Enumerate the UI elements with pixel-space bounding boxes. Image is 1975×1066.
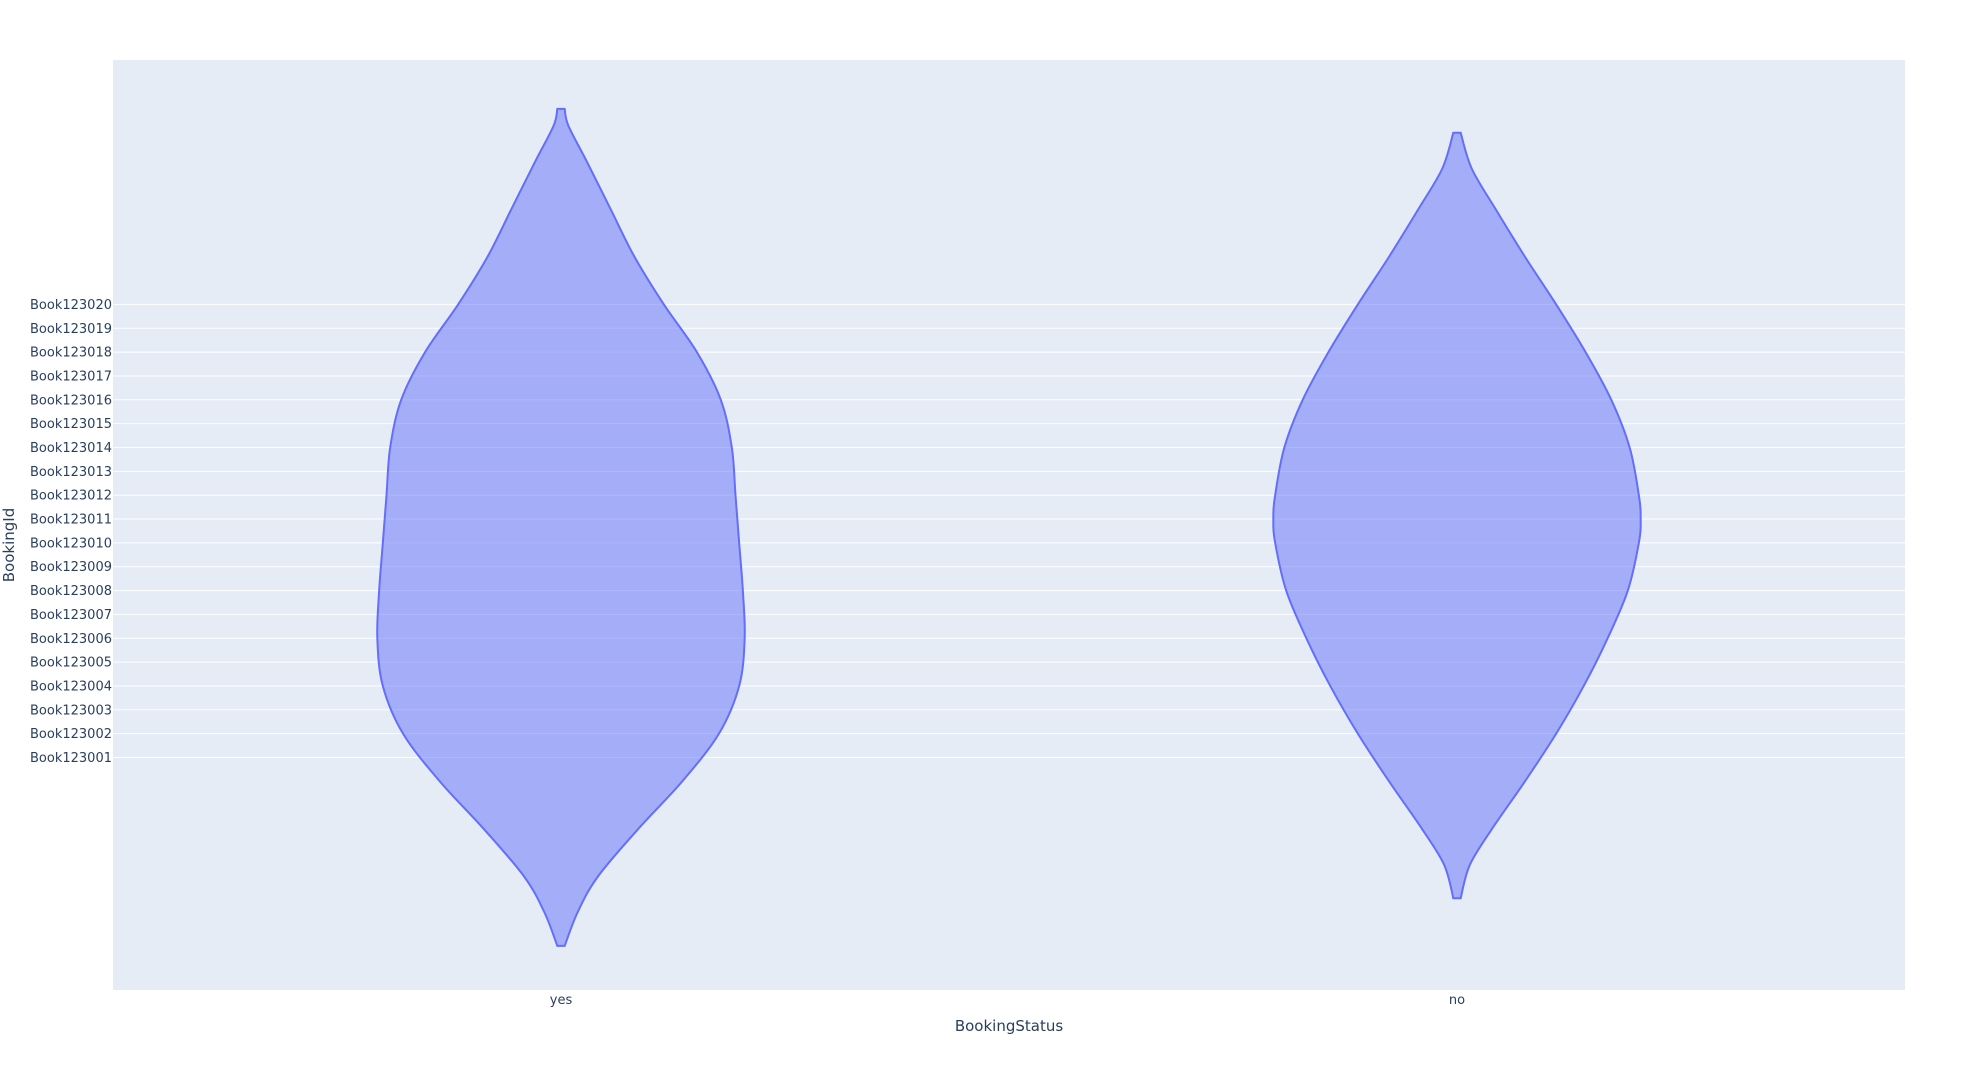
- y-axis-title: BookingId: [0, 508, 18, 582]
- y-tick-labels: Book123001 Book123002 Book123003 Book123004…: [30, 298, 112, 766]
- violin-yes: [376, 107, 746, 947]
- y-tick-label: Book123019: [30, 322, 112, 337]
- y-tick-label: Book123011: [30, 513, 112, 528]
- y-tick-label: Book123014: [30, 441, 112, 456]
- y-tick-label: Book123001: [30, 751, 112, 766]
- y-tick-label: Book123020: [30, 298, 112, 313]
- violins: [376, 107, 1642, 947]
- x-tick-label: yes: [550, 993, 573, 1008]
- y-tick-label: Book123004: [30, 679, 112, 694]
- y-tick-label: Book123010: [30, 536, 112, 551]
- y-tick-label: Book123012: [30, 489, 112, 504]
- x-tick-labels: yes no: [550, 993, 1465, 1008]
- y-tick-label: Book123005: [30, 656, 112, 671]
- y-tick-label: Book123002: [30, 727, 112, 742]
- y-tick-label: Book123017: [30, 369, 112, 384]
- y-tick-label: Book123016: [30, 393, 112, 408]
- x-axis-title: BookingStatus: [955, 1017, 1064, 1035]
- y-tick-label: Book123018: [30, 346, 112, 361]
- y-tick-label: Book123003: [30, 703, 112, 718]
- y-tick-label: Book123015: [30, 417, 112, 432]
- y-tick-label: Book123006: [30, 632, 112, 647]
- x-tick-label: no: [1449, 993, 1465, 1008]
- violin-no: [1272, 131, 1642, 900]
- y-tick-label: Book123007: [30, 608, 112, 623]
- y-tick-label: Book123013: [30, 465, 112, 480]
- y-tick-label: Book123009: [30, 560, 112, 575]
- y-tick-label: Book123008: [30, 584, 112, 599]
